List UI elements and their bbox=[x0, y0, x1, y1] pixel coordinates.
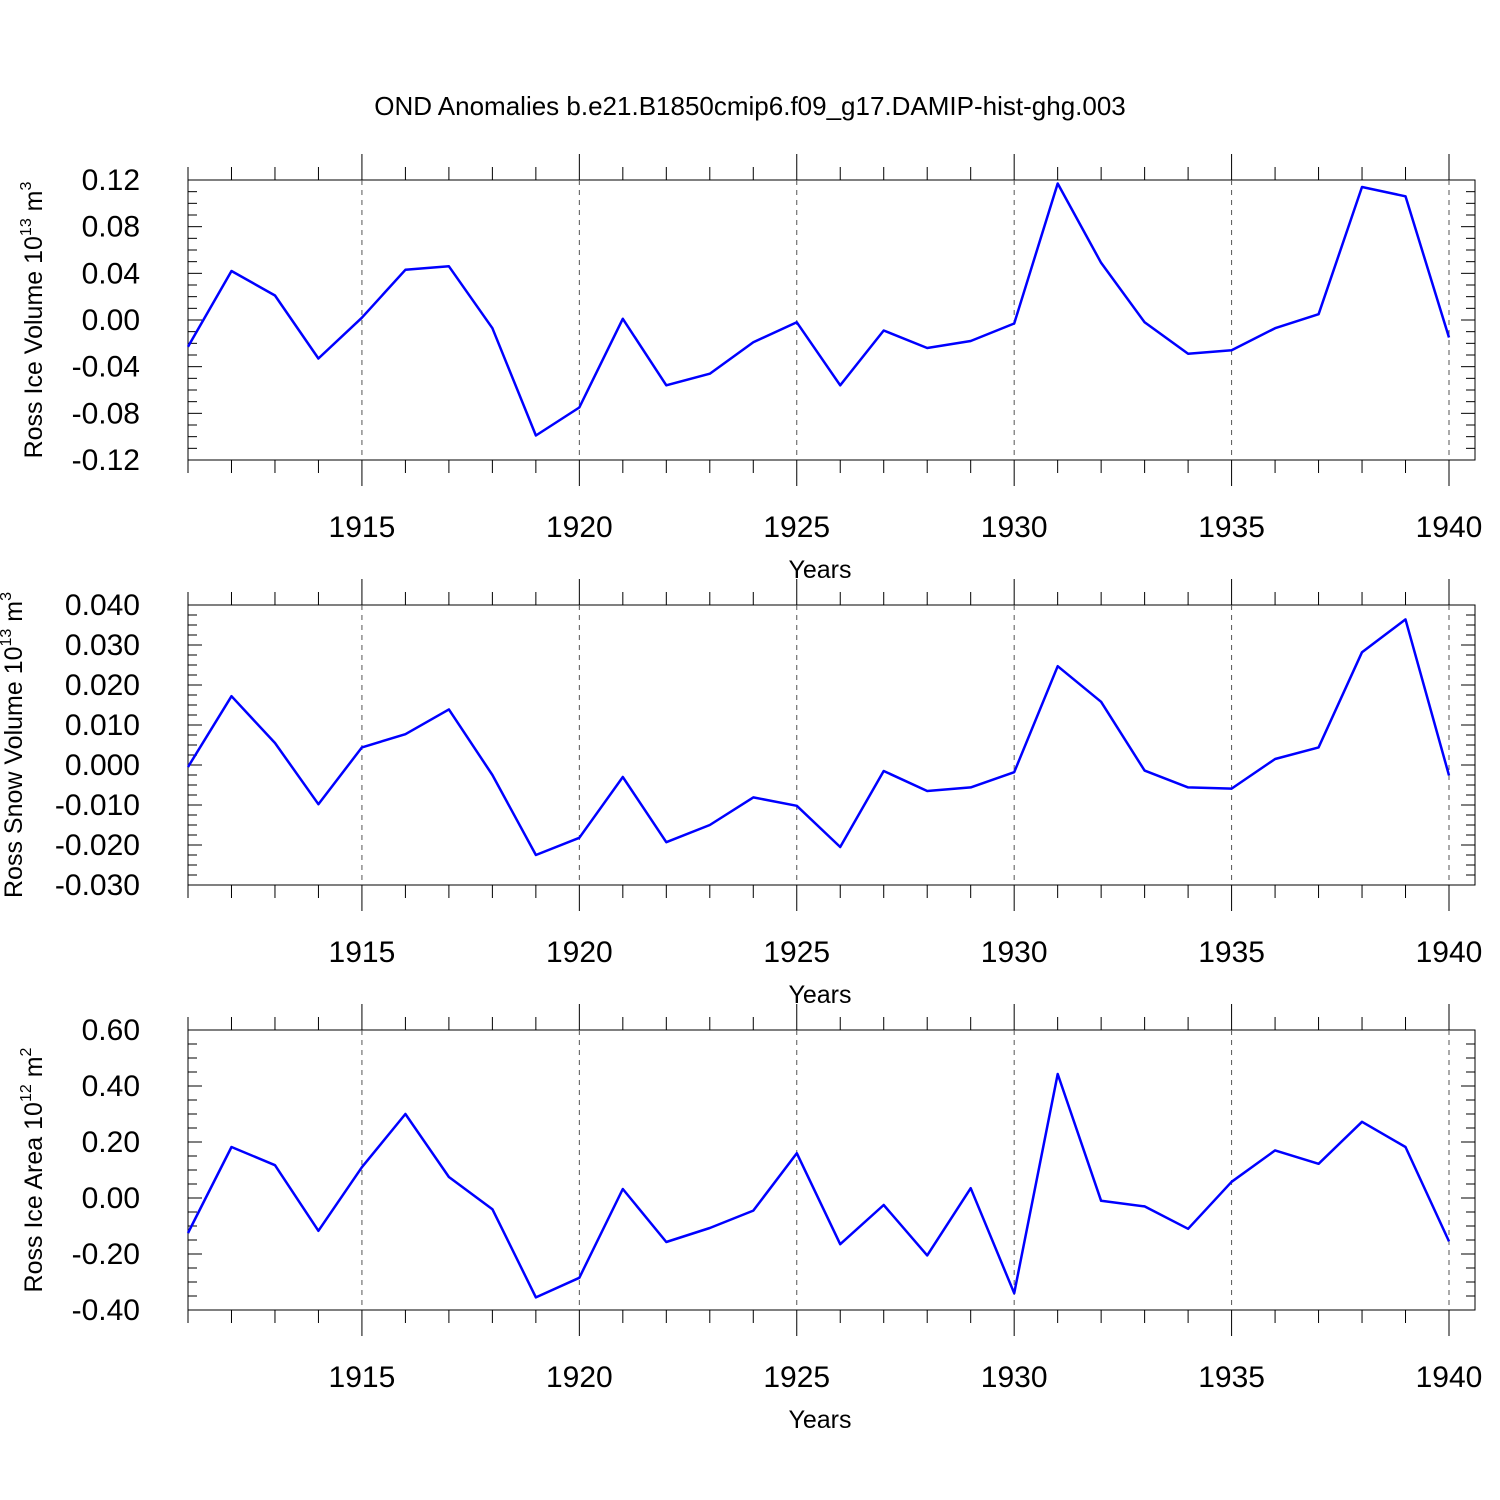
x-tick-label: 1930 bbox=[981, 511, 1048, 544]
x-tick-label: 1915 bbox=[329, 936, 396, 969]
y-axis-label: Ross Ice Volume 1013 m3 bbox=[18, 181, 48, 458]
x-axis-label: Years bbox=[788, 1406, 851, 1434]
panel-2: 1915 1920 1925 1930 1935 1940 Years -0.030 -0.02… bbox=[0, 579, 1482, 1009]
y-tick-label: -0.010 bbox=[55, 789, 140, 822]
x-tick-label: 1930 bbox=[981, 1361, 1048, 1394]
x-tick-label: 1940 bbox=[1416, 511, 1483, 544]
figure-title: OND Anomalies b.e21.B1850cmip6.f09_g17.D… bbox=[374, 91, 1126, 121]
x-tick-label: 1915 bbox=[329, 1361, 396, 1394]
x-tick-label: 1920 bbox=[546, 511, 613, 544]
x-tick-label: 1925 bbox=[763, 1361, 830, 1394]
y-tick-label: -0.030 bbox=[55, 869, 140, 902]
x-tick-label: 1930 bbox=[981, 936, 1048, 969]
x-tick-label: 1915 bbox=[329, 511, 396, 544]
x-tick-label: 1925 bbox=[763, 511, 830, 544]
y-tick-label: 0.20 bbox=[82, 1126, 140, 1159]
y-tick-label: -0.020 bbox=[55, 829, 140, 862]
y-tick-label: 0.030 bbox=[65, 629, 140, 662]
y-tick-label: 0.04 bbox=[82, 257, 140, 290]
y-tick-label: -0.12 bbox=[72, 444, 140, 477]
series-line bbox=[186, 182, 1451, 437]
y-axis-label: Ross Snow Volume 1013 m3 bbox=[0, 592, 28, 898]
y-tick-label: -0.04 bbox=[72, 351, 140, 384]
y-tick-label: 0.040 bbox=[65, 589, 140, 622]
plot-frame bbox=[187, 179, 1476, 461]
y-tick-label: 0.020 bbox=[65, 669, 140, 702]
y-tick-label: 0.000 bbox=[65, 749, 140, 782]
plot-frame bbox=[187, 1029, 1476, 1311]
x-axis-label: Years bbox=[788, 556, 851, 584]
series-line bbox=[186, 618, 1451, 857]
x-tick-label: 1935 bbox=[1198, 936, 1265, 969]
x-tick-label: 1935 bbox=[1198, 1361, 1265, 1394]
y-tick-label: 0.010 bbox=[65, 709, 140, 742]
x-axis-label: Years bbox=[788, 981, 851, 1009]
x-tick-label: 1925 bbox=[763, 936, 830, 969]
panel-3: 1915 1920 1925 1930 1935 1940 Years -0.40 -0.20 0… bbox=[18, 1004, 1482, 1434]
plot-frame bbox=[187, 604, 1476, 886]
y-tick-label: -0.08 bbox=[72, 397, 140, 430]
y-axis-label: Ross Ice Area 1012 m2 bbox=[18, 1047, 48, 1292]
x-tick-label: 1935 bbox=[1198, 511, 1265, 544]
y-tick-label: 0.08 bbox=[82, 211, 140, 244]
y-tick-label: 0.40 bbox=[82, 1070, 140, 1103]
y-tick-label: 0.00 bbox=[82, 304, 140, 337]
y-tick-label: -0.20 bbox=[72, 1238, 140, 1271]
x-tick-label: 1920 bbox=[546, 1361, 613, 1394]
x-tick-label: 1940 bbox=[1416, 936, 1483, 969]
y-tick-label: 0.00 bbox=[82, 1182, 140, 1215]
y-tick-label: 0.60 bbox=[82, 1014, 140, 1047]
series-line bbox=[186, 1072, 1451, 1299]
panel-1: 1915 1920 1925 1930 1935 1940 Years -0.12 -0.08 -… bbox=[18, 154, 1482, 584]
x-tick-label: 1920 bbox=[546, 936, 613, 969]
y-tick-label: 0.12 bbox=[82, 164, 140, 197]
y-tick-label: -0.40 bbox=[72, 1294, 140, 1327]
x-tick-label: 1940 bbox=[1416, 1361, 1483, 1394]
